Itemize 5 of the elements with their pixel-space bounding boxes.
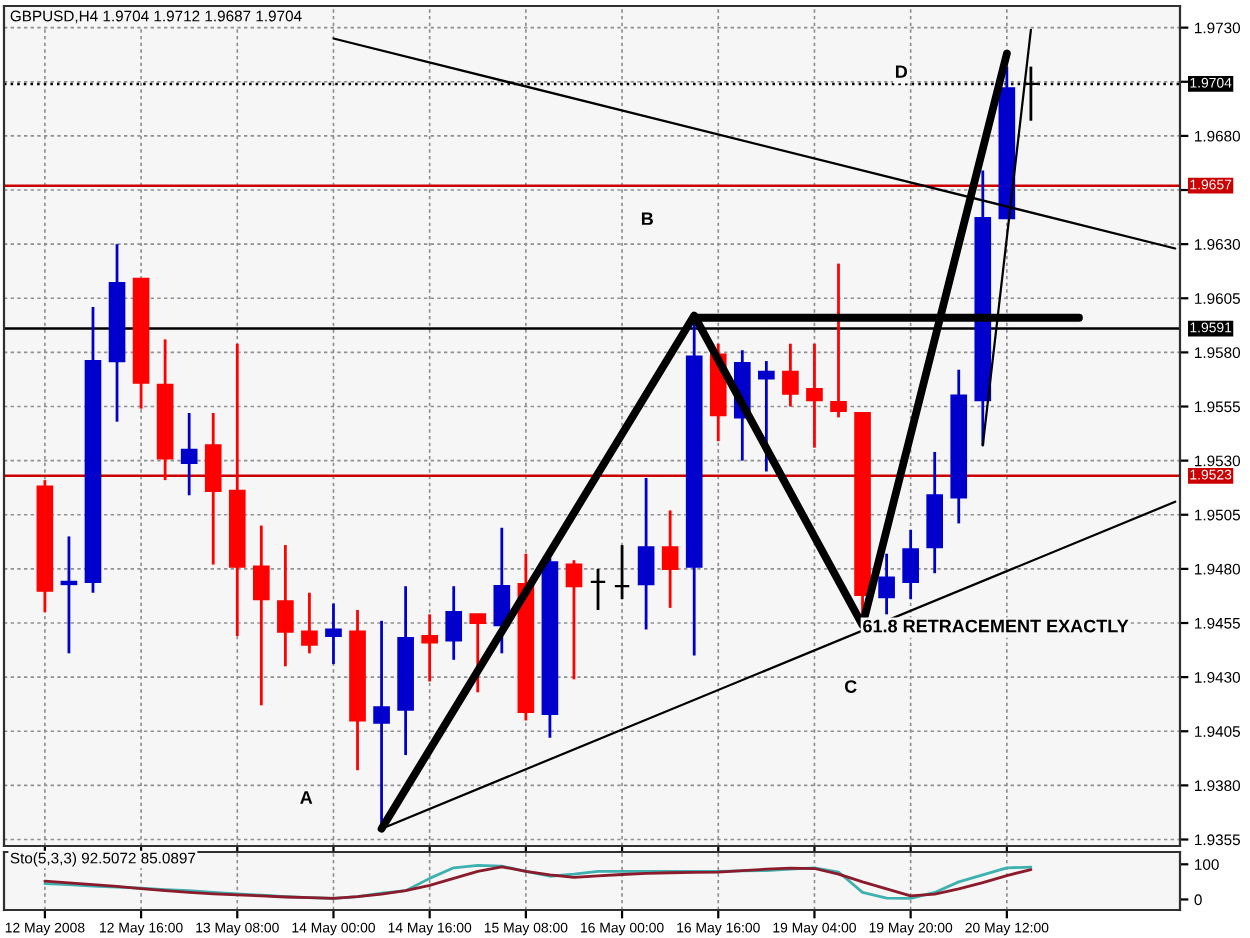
- annotation: B: [641, 212, 653, 225]
- annotation: D: [895, 65, 908, 78]
- annotation: 61.8 RETRACEMENT EXACTLY: [863, 619, 1129, 633]
- annotation: C: [844, 680, 857, 693]
- annotation: A: [300, 791, 313, 804]
